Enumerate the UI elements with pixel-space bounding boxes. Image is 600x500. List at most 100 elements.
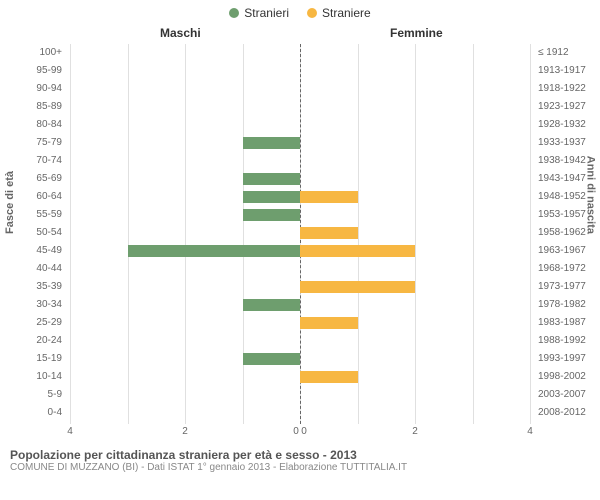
birth-label: ≤ 1912 [538,44,600,62]
data-row [70,188,530,206]
x-tick: 2 [182,426,188,437]
birth-label: 1993-1997 [538,350,600,368]
data-row [70,206,530,224]
birth-label: 1958-1962 [538,224,600,242]
birth-label: 1918-1922 [538,80,600,98]
birth-label: 1913-1917 [538,62,600,80]
birth-label: 1968-1972 [538,260,600,278]
data-row [70,80,530,98]
birth-label: 1973-1977 [538,278,600,296]
data-row [70,134,530,152]
x-tick: 0 [301,426,307,437]
bar-male [243,137,301,149]
age-label: 40-44 [0,260,62,278]
data-row [70,152,530,170]
birth-label: 1938-1942 [538,152,600,170]
birth-label: 1978-1982 [538,296,600,314]
bar-male [243,173,301,185]
data-row [70,350,530,368]
age-label: 85-89 [0,98,62,116]
age-label: 15-19 [0,350,62,368]
legend-label-female: Straniere [322,6,371,20]
age-label: 75-79 [0,134,62,152]
section-titles: Maschi Femmine [0,26,600,44]
birth-label: 2003-2007 [538,386,600,404]
bar-male [243,209,301,221]
age-label: 20-24 [0,332,62,350]
bar-female [300,245,415,257]
legend: Stranieri Straniere [0,0,600,26]
data-row [70,260,530,278]
grid-line [530,44,531,424]
bar-male [128,245,301,257]
caption-main: Popolazione per cittadinanza straniera p… [10,448,590,462]
age-label: 10-14 [0,368,62,386]
legend-swatch-female [307,8,317,18]
legend-label-male: Stranieri [244,6,289,20]
age-label: 90-94 [0,80,62,98]
birth-label: 1988-1992 [538,332,600,350]
section-title-female: Femmine [390,26,443,40]
data-row [70,170,530,188]
y-left-labels: 100+95-9990-9485-8980-8475-7970-7465-696… [0,44,66,424]
birth-label: 1948-1952 [538,188,600,206]
data-row [70,404,530,422]
x-tick: 4 [527,426,533,437]
legend-item-female: Straniere [307,6,371,20]
data-row [70,368,530,386]
birth-label: 1983-1987 [538,314,600,332]
birth-label: 1923-1927 [538,98,600,116]
captions: Popolazione per cittadinanza straniera p… [0,444,600,473]
data-row [70,332,530,350]
data-row [70,296,530,314]
x-axis-ticks: 4 2 00 2 4 [70,424,530,444]
age-label: 70-74 [0,152,62,170]
birth-label: 1998-2002 [538,368,600,386]
age-label: 30-34 [0,296,62,314]
data-row [70,116,530,134]
x-tick: 4 [67,426,73,437]
age-label: 55-59 [0,206,62,224]
bar-male [243,191,301,203]
age-label: 45-49 [0,242,62,260]
birth-label: 1953-1957 [538,206,600,224]
caption-sub: COMUNE DI MUZZANO (BI) - Dati ISTAT 1° g… [10,462,590,473]
legend-item-male: Stranieri [229,6,289,20]
bar-male [243,353,301,365]
data-row [70,242,530,260]
x-tick: 2 [412,426,418,437]
plot-area [70,44,530,424]
age-label: 50-54 [0,224,62,242]
bar-male [243,299,301,311]
bar-female [300,317,358,329]
y-right-labels: ≤ 19121913-19171918-19221923-19271928-19… [534,44,600,424]
age-label: 60-64 [0,188,62,206]
birth-label: 1943-1947 [538,170,600,188]
bar-female [300,191,358,203]
birth-label: 1928-1932 [538,116,600,134]
bar-female [300,371,358,383]
age-label: 25-29 [0,314,62,332]
x-tick: 0 [293,426,299,437]
age-label: 100+ [0,44,62,62]
birth-label: 1933-1937 [538,134,600,152]
age-label: 35-39 [0,278,62,296]
section-title-male: Maschi [160,26,201,40]
data-row [70,386,530,404]
bar-female [300,281,415,293]
age-label: 80-84 [0,116,62,134]
birth-label: 1963-1967 [538,242,600,260]
age-label: 95-99 [0,62,62,80]
data-row [70,62,530,80]
bar-female [300,227,358,239]
age-label: 0-4 [0,404,62,422]
birth-label: 2008-2012 [538,404,600,422]
age-label: 65-69 [0,170,62,188]
data-row [70,278,530,296]
chart: Fasce di età Anni di nascita 100+95-9990… [0,44,600,444]
legend-swatch-male [229,8,239,18]
data-row [70,314,530,332]
age-label: 5-9 [0,386,62,404]
data-row [70,224,530,242]
data-row [70,44,530,62]
